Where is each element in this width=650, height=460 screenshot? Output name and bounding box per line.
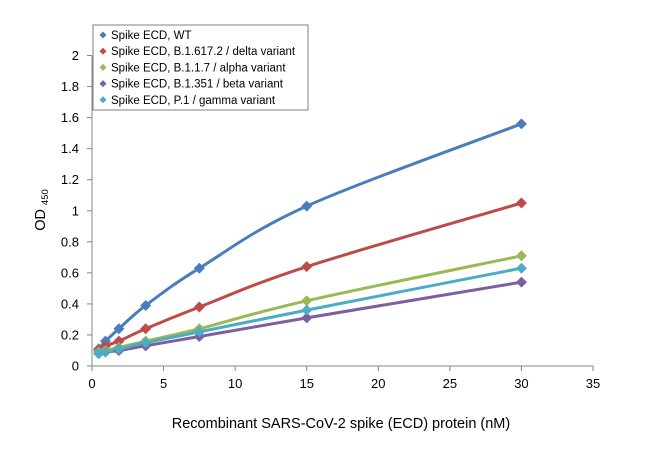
legend-label: Spike ECD, B.1.351 / beta variant bbox=[111, 79, 284, 91]
data-point bbox=[515, 118, 527, 130]
data-point bbox=[515, 276, 527, 288]
y-axis-title: OD 450 bbox=[33, 189, 51, 231]
x-tick-label: 30 bbox=[514, 376, 528, 391]
y-tick-label: 1.4 bbox=[61, 141, 79, 156]
data-point bbox=[515, 197, 527, 209]
legend-label: Spike ECD, B.1.617.2 / delta variant bbox=[111, 46, 296, 58]
x-tick-label: 35 bbox=[586, 376, 600, 391]
y-tick-label: 1.6 bbox=[61, 110, 79, 125]
data-point bbox=[301, 304, 313, 316]
y-tick-label: 2 bbox=[72, 48, 79, 63]
data-point bbox=[193, 262, 205, 274]
axes: 0 5 10 15 20 25 30 35 0 0.2 0.4 0.6 0.8 1 1.2 1.4 1.6 1.… bbox=[61, 48, 600, 391]
legend-marker bbox=[99, 80, 107, 88]
data-point bbox=[193, 301, 205, 313]
data-point bbox=[140, 323, 152, 335]
x-ticks: 0 5 10 15 20 25 30 35 bbox=[88, 366, 600, 391]
x-tick-label: 0 bbox=[88, 376, 95, 391]
data-point bbox=[515, 262, 527, 274]
y-tick-label: 0.4 bbox=[61, 296, 79, 311]
y-ticks: 0 0.2 0.4 0.6 0.8 1 1.2 1.4 1.6 1.8 2 bbox=[61, 48, 92, 374]
x-tick-label: 5 bbox=[160, 376, 167, 391]
x-tick-label: 15 bbox=[299, 376, 313, 391]
y-tick-label: 0.2 bbox=[61, 327, 79, 342]
legend-items: Spike ECD, WT Spike ECD, B.1.617.2 / delt… bbox=[99, 30, 296, 107]
x-tick-label: 20 bbox=[371, 376, 385, 391]
data-point bbox=[113, 343, 125, 355]
legend: Spike ECD, WT Spike ECD, B.1.617.2 / delt… bbox=[92, 24, 309, 111]
legend-box bbox=[92, 24, 309, 111]
series-line-2 bbox=[97, 254, 523, 354]
y-tick-label: 0.8 bbox=[61, 234, 79, 249]
y-tick-label: 1 bbox=[72, 203, 79, 218]
y-axis-title-subscript: 450 bbox=[40, 189, 51, 205]
legend-marker bbox=[99, 96, 107, 104]
x-axis-title: Recombinant SARS-CoV-2 spike (ECD) prote… bbox=[172, 416, 510, 432]
y-axis-title-main: OD bbox=[33, 209, 49, 231]
y-tick-label: 0 bbox=[72, 359, 79, 374]
data-point bbox=[99, 346, 111, 358]
data-point bbox=[301, 261, 313, 273]
data-point bbox=[113, 323, 125, 335]
legend-marker bbox=[99, 31, 107, 39]
y-tick-label: 0.6 bbox=[61, 265, 79, 280]
data-point bbox=[301, 295, 313, 307]
legend-label: Spike ECD, WT bbox=[111, 30, 192, 42]
y-tick-label: 1.2 bbox=[61, 172, 79, 187]
legend-marker bbox=[99, 47, 107, 55]
x-tick-label: 10 bbox=[228, 376, 242, 391]
series-markers bbox=[93, 118, 527, 360]
legend-label: Spike ECD, P.1 / gamma variant bbox=[111, 95, 276, 107]
y-tick-label: 1.8 bbox=[61, 79, 79, 94]
data-point bbox=[140, 299, 152, 311]
series-line-1 bbox=[97, 201, 523, 352]
legend-marker bbox=[99, 63, 107, 71]
series-line-0 bbox=[97, 122, 523, 351]
x-tick-label: 25 bbox=[443, 376, 457, 391]
data-point bbox=[113, 335, 125, 347]
legend-label: Spike ECD, B.1.1.7 / alpha variant bbox=[111, 62, 286, 74]
data-point bbox=[515, 250, 527, 262]
data-point bbox=[301, 312, 313, 324]
data-point bbox=[140, 337, 152, 349]
data-point bbox=[193, 326, 205, 338]
data-point bbox=[301, 200, 313, 212]
